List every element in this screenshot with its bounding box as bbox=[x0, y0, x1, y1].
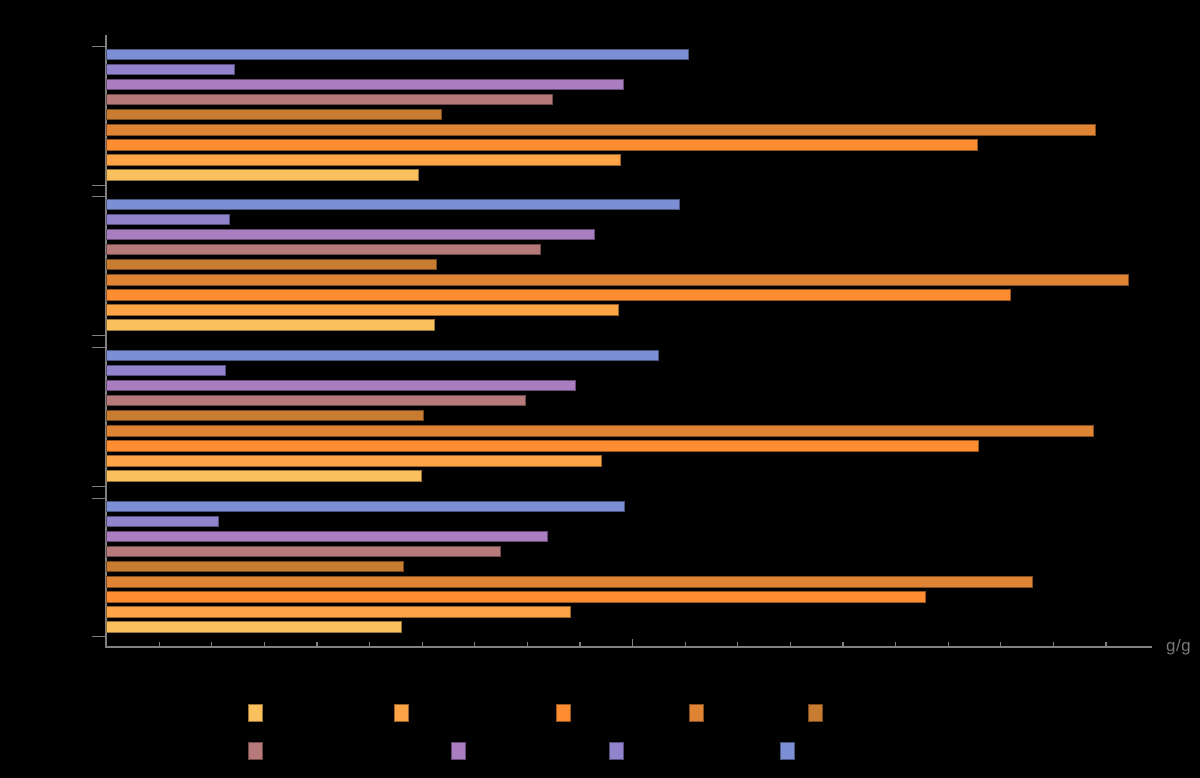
legend-swatch-periwinkle bbox=[609, 742, 624, 760]
x-axis-minor-tick bbox=[1105, 642, 1107, 648]
x-axis-minor-tick bbox=[158, 642, 160, 648]
x-axis-minor-tick bbox=[1052, 642, 1055, 648]
bar-blue-group4 bbox=[106, 500, 626, 512]
bar-purple-group2 bbox=[106, 228, 596, 241]
x-axis-minor-tick bbox=[263, 642, 266, 648]
bar-periwinkle-group3 bbox=[106, 364, 226, 377]
bar-yellow-group3 bbox=[106, 470, 423, 482]
x-axis-minor-tick bbox=[789, 642, 792, 648]
bar-dark-orange-group4 bbox=[106, 576, 1033, 588]
legend-swatch-orange bbox=[556, 704, 571, 722]
bar-rose-group4 bbox=[106, 545, 502, 558]
y-axis-tick bbox=[92, 498, 105, 500]
y-axis-tick bbox=[92, 335, 105, 337]
x-axis-minor-tick bbox=[947, 642, 949, 648]
bar-dark-orange-group1 bbox=[106, 124, 1096, 136]
x-axis-minor-tick bbox=[369, 642, 371, 648]
legend-swatch-yellow bbox=[248, 704, 263, 722]
bar-rose-group3 bbox=[106, 394, 526, 407]
bar-blue-group2 bbox=[106, 198, 680, 210]
y-axis-line bbox=[105, 35, 107, 647]
bar-orange-group1 bbox=[106, 139, 979, 151]
x-axis-minor-tick bbox=[316, 642, 318, 648]
y-axis-tick bbox=[92, 196, 105, 198]
y-axis-tick bbox=[92, 46, 105, 48]
x-axis-minor-tick bbox=[1000, 642, 1002, 648]
bar-light-orange-group2 bbox=[106, 304, 619, 316]
bar-brown-group1 bbox=[106, 108, 443, 121]
x-axis-line bbox=[105, 646, 1152, 648]
y-axis-tick bbox=[92, 347, 105, 349]
bar-yellow-group4 bbox=[106, 621, 403, 633]
x-axis-minor-tick bbox=[474, 642, 476, 648]
legend-swatch-blue bbox=[780, 742, 795, 760]
bar-brown-group3 bbox=[106, 409, 425, 422]
x-axis-minor-tick bbox=[895, 642, 897, 648]
bar-light-orange-group3 bbox=[106, 455, 603, 467]
x-axis-minor-tick bbox=[684, 642, 686, 648]
x-axis-unit-label: g/g bbox=[1166, 636, 1192, 655]
legend-swatch-rose bbox=[248, 742, 263, 760]
x-axis-minor-tick bbox=[211, 642, 213, 648]
bar-periwinkle-group1 bbox=[106, 63, 235, 76]
bar-yellow-group2 bbox=[106, 319, 436, 331]
x-axis-minor-tick bbox=[526, 642, 529, 648]
bar-orange-group2 bbox=[106, 289, 1012, 301]
bar-orange-group4 bbox=[106, 591, 927, 603]
x-axis-minor-tick bbox=[737, 642, 739, 648]
bar-dark-orange-group3 bbox=[106, 425, 1094, 437]
bar-purple-group1 bbox=[106, 78, 625, 91]
bar-periwinkle-group4 bbox=[106, 515, 220, 528]
bar-rose-group2 bbox=[106, 243, 541, 256]
y-axis-tick bbox=[92, 486, 105, 488]
bar-rose-group1 bbox=[106, 93, 554, 106]
bar-blue-group1 bbox=[106, 48, 689, 60]
legend-swatch-purple bbox=[451, 742, 466, 760]
bar-purple-group3 bbox=[106, 379, 577, 392]
bar-purple-group4 bbox=[106, 530, 548, 543]
legend-swatch-dark-orange bbox=[689, 704, 704, 722]
x-axis-major-tick bbox=[632, 639, 634, 648]
bar-yellow-group1 bbox=[106, 169, 419, 181]
bar-periwinkle-group2 bbox=[106, 213, 231, 226]
bar-brown-group4 bbox=[106, 560, 405, 573]
bar-light-orange-group4 bbox=[106, 606, 571, 618]
bar-brown-group2 bbox=[106, 258, 437, 271]
legend-swatch-brown bbox=[808, 704, 823, 722]
x-axis-minor-tick bbox=[579, 642, 581, 648]
x-axis-minor-tick bbox=[842, 642, 844, 648]
x-axis-minor-tick bbox=[421, 642, 423, 648]
bar-blue-group3 bbox=[106, 349, 659, 361]
bar-dark-orange-group2 bbox=[106, 274, 1130, 286]
y-axis-tick bbox=[92, 185, 105, 187]
legend-swatch-light-orange bbox=[394, 704, 409, 722]
y-axis-tick bbox=[92, 636, 105, 638]
bar-light-orange-group1 bbox=[106, 154, 621, 166]
bar-orange-group3 bbox=[106, 440, 980, 452]
